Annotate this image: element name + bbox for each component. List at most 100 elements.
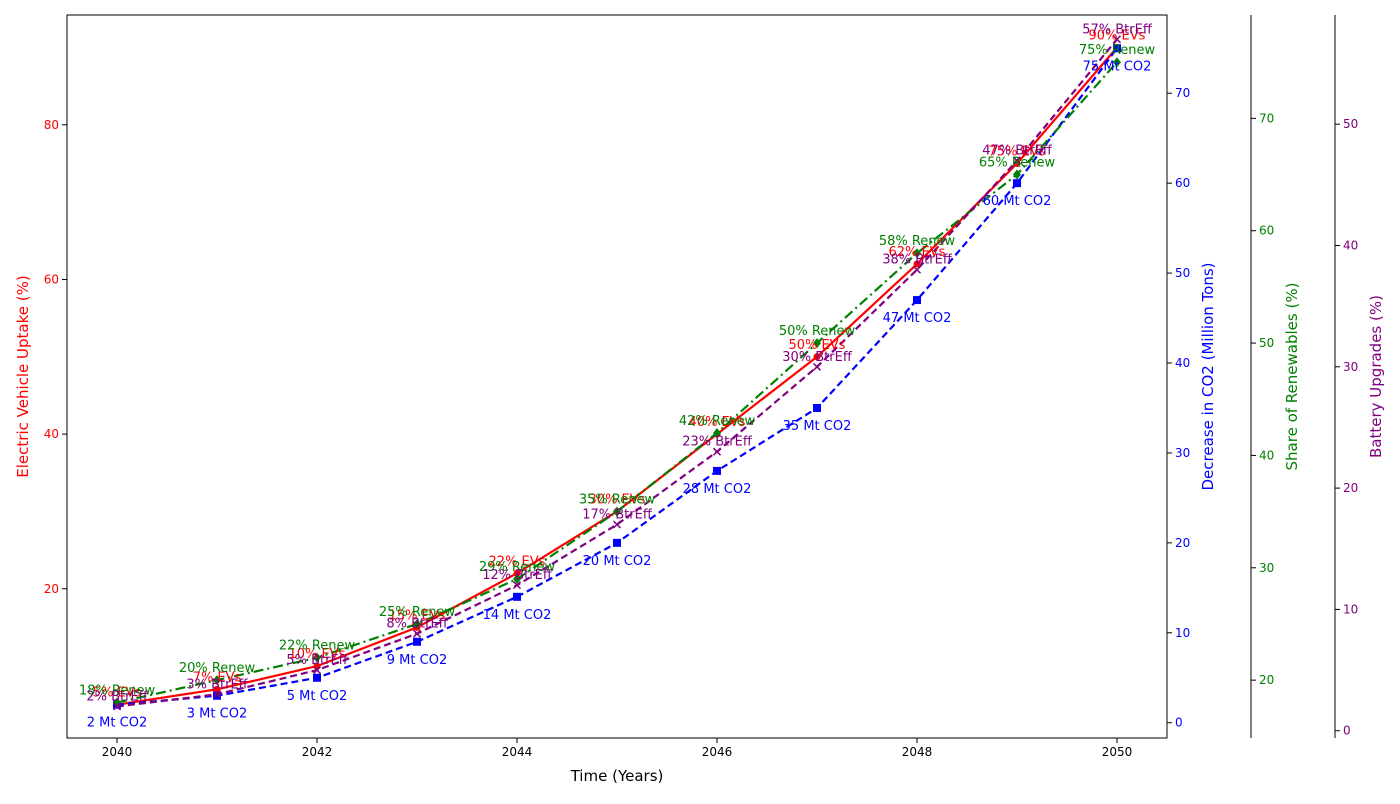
renew-data-label: 50% Renew [779, 324, 856, 339]
renew-data-label: 20% Renew [179, 661, 256, 676]
renew-data-label: 29% Renew [479, 560, 556, 575]
co2-data-label: 20 Mt CO2 [583, 554, 652, 569]
renew-data-label: 58% Renew [879, 234, 956, 249]
battery-data-label: 2% BtrEff [86, 689, 148, 704]
renew-tick-label: 20 [1259, 673, 1274, 687]
battery-point [312, 666, 322, 675]
series-layer [112, 35, 1122, 711]
renew-point [613, 506, 621, 517]
battery-data-label: 30% BtrEff [782, 350, 853, 365]
co2-point [213, 691, 221, 700]
co2-tick-label: 40 [1175, 356, 1190, 370]
renew-point [513, 574, 521, 585]
ev-data-label: 40% EVs [689, 415, 746, 430]
co2-tick-label: 10 [1175, 626, 1190, 640]
battery-data-label: 3% BtrEff [186, 677, 248, 692]
battery-axis-label: Battery Upgrades (%) [1367, 295, 1385, 458]
x-axis-label: Time (Years) [570, 767, 664, 785]
battery-point [412, 629, 422, 638]
ev-series-line [116, 46, 1118, 706]
renew-point [1013, 169, 1021, 180]
ev-series [113, 43, 1121, 709]
renew-data-label: 35% Renew [579, 493, 656, 508]
co2-point [513, 592, 521, 601]
renew-point [213, 675, 221, 686]
battery-data-label: 17% BtrEff [582, 507, 653, 522]
battery-tick-label: 20 [1343, 481, 1358, 495]
co2-point [313, 673, 321, 682]
x-tick-label: 2040 [102, 745, 133, 759]
co2-tick-label: 30 [1175, 446, 1190, 460]
renew-data-label: 75% Renew [1079, 43, 1156, 58]
renew-series-line [116, 61, 1118, 704]
ev-tick-label: 80 [44, 118, 59, 132]
battery-tick-label: 10 [1343, 602, 1358, 616]
renew-series [113, 57, 1121, 708]
ev-data-label: 5% EVs [93, 686, 142, 701]
battery-point [112, 702, 122, 711]
battery-data-label: 8% BtrEff [386, 617, 448, 632]
renew-point [413, 618, 421, 629]
battery-series-line [116, 38, 1118, 708]
ev-data-label: 75% EVs [989, 144, 1046, 159]
renew-data-label: 65% Renew [979, 156, 1056, 171]
renew-axis-label: Share of Renewables (%) [1283, 283, 1301, 471]
ev-data-label: 62% EVs [889, 245, 946, 260]
co2-data-label: 35 Mt CO2 [783, 419, 852, 434]
renew-data-label: 25% Renew [379, 605, 456, 620]
renew-point [813, 338, 821, 349]
co2-data-label: 60 Mt CO2 [983, 194, 1052, 209]
battery-data-label: 57% BtrEff [1082, 22, 1153, 37]
co2-point [713, 466, 721, 475]
co2-series [113, 44, 1121, 709]
battery-series [112, 35, 1122, 711]
x-tick-label: 2046 [702, 745, 733, 759]
battery-point [512, 581, 522, 590]
battery-point [1112, 35, 1122, 44]
renew-tick-label: 40 [1259, 448, 1274, 462]
co2-point [613, 538, 621, 547]
co2-point [913, 296, 921, 305]
ev-data-label: 7% EVs [193, 670, 242, 685]
x-tick-label: 2050 [1102, 745, 1133, 759]
battery-tick-label: 40 [1343, 238, 1358, 252]
co2-tick-label: 0 [1175, 716, 1183, 730]
renew-data-label: 22% Renew [279, 639, 356, 654]
co2-tick-label: 50 [1175, 266, 1190, 280]
data-labels-layer: 5% EVs 7% EVs 10% EVs 15% EVs 22% EVs 30% EVs… [79, 22, 1156, 730]
ev-point [513, 569, 521, 577]
x-tick-label: 2048 [902, 745, 933, 759]
co2-data-label: 2 Mt CO2 [87, 716, 147, 731]
ev-data-label: 30% EVs [589, 492, 646, 507]
co2-data-label: 28 Mt CO2 [683, 482, 752, 497]
co2-data-label: 47 Mt CO2 [883, 311, 952, 326]
battery-data-label: 38% BtrEff [882, 253, 953, 268]
battery-data-label: 5% BtrEff [286, 653, 348, 668]
ev-point [913, 260, 921, 268]
ev-tick-label: 40 [44, 427, 59, 441]
x-tick-label: 2042 [302, 745, 333, 759]
ev-data-label: 90% EVs [1089, 28, 1146, 43]
battery-point [1012, 156, 1022, 165]
plot-frame [66, 14, 1168, 739]
battery-data-label: 47% BtrEff [982, 144, 1053, 159]
ev-data-label: 10% EVs [289, 647, 346, 662]
ev-axis-label: Electric Vehicle Uptake (%) [14, 275, 32, 477]
battery-data-label: 12% BtrEff [482, 568, 553, 583]
renew-tick-label: 70 [1259, 111, 1274, 125]
ev-point [813, 353, 821, 361]
co2-point [1013, 179, 1021, 188]
battery-tick-label: 30 [1343, 360, 1358, 374]
ev-data-label: 22% EVs [489, 554, 546, 569]
battery-point [612, 520, 622, 529]
renew-tick-label: 60 [1259, 224, 1274, 238]
co2-tick-label: 20 [1175, 536, 1190, 550]
ev-data-label: 15% EVs [389, 608, 446, 623]
x-tick-label: 2044 [502, 745, 533, 759]
co2-point [1113, 44, 1121, 53]
co2-data-label: 14 Mt CO2 [483, 608, 552, 623]
renew-point [913, 248, 921, 259]
